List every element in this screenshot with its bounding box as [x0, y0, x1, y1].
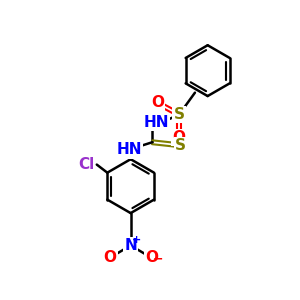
Text: O: O [145, 250, 158, 265]
Text: HN: HN [116, 142, 142, 158]
Text: N: N [124, 238, 137, 253]
Text: O: O [173, 130, 186, 145]
Text: O: O [103, 250, 116, 265]
Text: −: − [153, 253, 164, 266]
Text: +: + [131, 235, 141, 245]
Text: O: O [151, 95, 164, 110]
Text: Cl: Cl [78, 157, 94, 172]
Text: S: S [175, 138, 186, 153]
Text: HN: HN [143, 115, 169, 130]
Text: S: S [174, 107, 185, 122]
